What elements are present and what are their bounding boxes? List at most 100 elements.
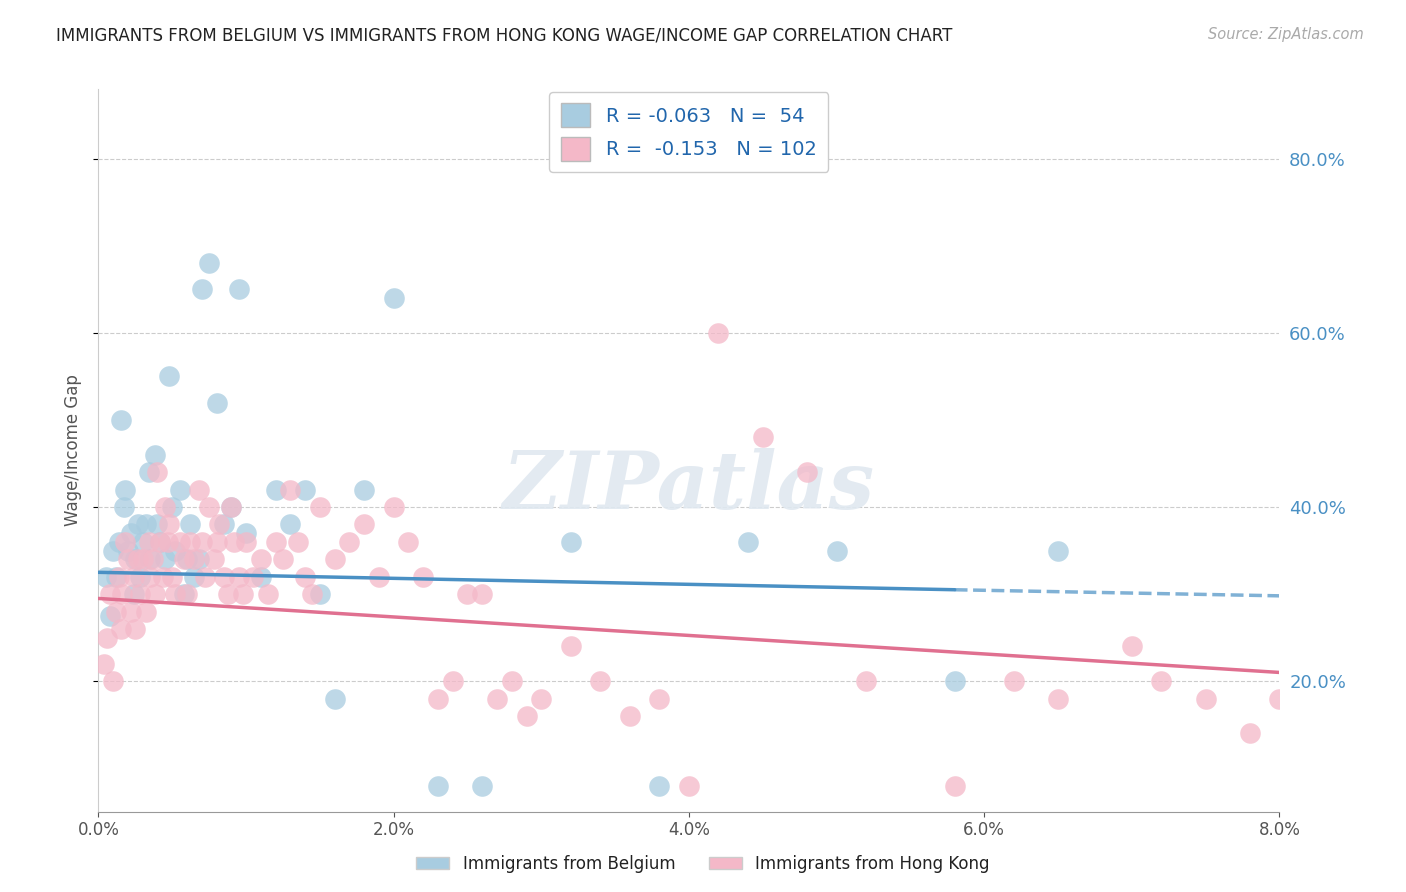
- Point: [323, 691, 346, 706]
- Point: [1268, 691, 1291, 706]
- Point: [94, 570, 117, 584]
- Point: [242, 570, 264, 584]
- Point: [110, 413, 132, 427]
- Point: [169, 534, 191, 549]
- Point: [368, 570, 391, 584]
- Point: [198, 500, 221, 514]
- Point: [108, 534, 131, 549]
- Point: [205, 395, 228, 409]
- Point: [257, 587, 280, 601]
- Point: [560, 640, 582, 654]
- Point: [486, 691, 509, 706]
- Legend: Immigrants from Belgium, Immigrants from Hong Kong: Immigrants from Belgium, Immigrants from…: [409, 848, 997, 880]
- Point: [457, 587, 479, 601]
- Point: [530, 691, 553, 706]
- Point: [235, 534, 257, 549]
- Point: [191, 534, 214, 549]
- Point: [589, 674, 612, 689]
- Point: [471, 779, 494, 793]
- Point: [122, 587, 145, 601]
- Point: [93, 657, 115, 671]
- Point: [157, 517, 180, 532]
- Point: [250, 570, 273, 584]
- Point: [139, 552, 162, 566]
- Point: [183, 570, 205, 584]
- Point: [294, 570, 316, 584]
- Point: [114, 483, 136, 497]
- Point: [678, 779, 700, 793]
- Point: [1150, 674, 1173, 689]
- Point: [165, 587, 187, 601]
- Point: [173, 552, 195, 566]
- Point: [169, 483, 191, 497]
- Point: [217, 587, 239, 601]
- Point: [707, 326, 730, 340]
- Point: [120, 526, 142, 541]
- Point: [294, 483, 316, 497]
- Point: [202, 552, 225, 566]
- Y-axis label: Wage/Income Gap: Wage/Income Gap: [65, 375, 83, 526]
- Point: [127, 517, 149, 532]
- Point: [309, 500, 332, 514]
- Point: [339, 534, 361, 549]
- Point: [796, 465, 818, 479]
- Point: [122, 570, 145, 584]
- Point: [353, 517, 375, 532]
- Point: [117, 552, 139, 566]
- Point: [752, 430, 775, 444]
- Point: [105, 570, 128, 584]
- Point: [143, 587, 166, 601]
- Point: [1239, 726, 1261, 740]
- Point: [855, 674, 877, 689]
- Point: [235, 526, 257, 541]
- Point: [187, 552, 209, 566]
- Point: [398, 534, 420, 549]
- Point: [264, 534, 287, 549]
- Point: [162, 500, 183, 514]
- Point: [149, 534, 172, 549]
- Point: [124, 622, 146, 636]
- Point: [132, 552, 155, 566]
- Point: [309, 587, 332, 601]
- Point: [1298, 674, 1320, 689]
- Point: [157, 369, 180, 384]
- Text: Source: ZipAtlas.com: Source: ZipAtlas.com: [1208, 27, 1364, 42]
- Point: [1046, 543, 1070, 558]
- Point: [1046, 691, 1070, 706]
- Point: [221, 500, 243, 514]
- Point: [146, 517, 169, 532]
- Point: [96, 631, 118, 645]
- Point: [441, 674, 464, 689]
- Point: [156, 534, 179, 549]
- Point: [232, 587, 254, 601]
- Point: [162, 570, 183, 584]
- Point: [221, 500, 243, 514]
- Point: [1195, 691, 1218, 706]
- Point: [176, 587, 198, 601]
- Point: [98, 587, 121, 601]
- Point: [208, 517, 231, 532]
- Point: [135, 517, 157, 532]
- Point: [825, 543, 848, 558]
- Point: [228, 282, 250, 296]
- Point: [98, 608, 121, 623]
- Point: [737, 534, 759, 549]
- Point: [287, 534, 309, 549]
- Point: [103, 674, 125, 689]
- Point: [138, 534, 160, 549]
- Point: [560, 534, 582, 549]
- Point: [301, 587, 323, 601]
- Point: [153, 552, 176, 566]
- Point: [264, 483, 287, 497]
- Point: [501, 674, 523, 689]
- Text: IMMIGRANTS FROM BELGIUM VS IMMIGRANTS FROM HONG KONG WAGE/INCOME GAP CORRELATION: IMMIGRANTS FROM BELGIUM VS IMMIGRANTS FR…: [56, 27, 953, 45]
- Point: [250, 552, 273, 566]
- Point: [280, 517, 302, 532]
- Point: [382, 500, 405, 514]
- Point: [124, 552, 146, 566]
- Point: [412, 570, 434, 584]
- Point: [224, 534, 246, 549]
- Point: [205, 534, 228, 549]
- Point: [271, 552, 294, 566]
- Point: [280, 483, 302, 497]
